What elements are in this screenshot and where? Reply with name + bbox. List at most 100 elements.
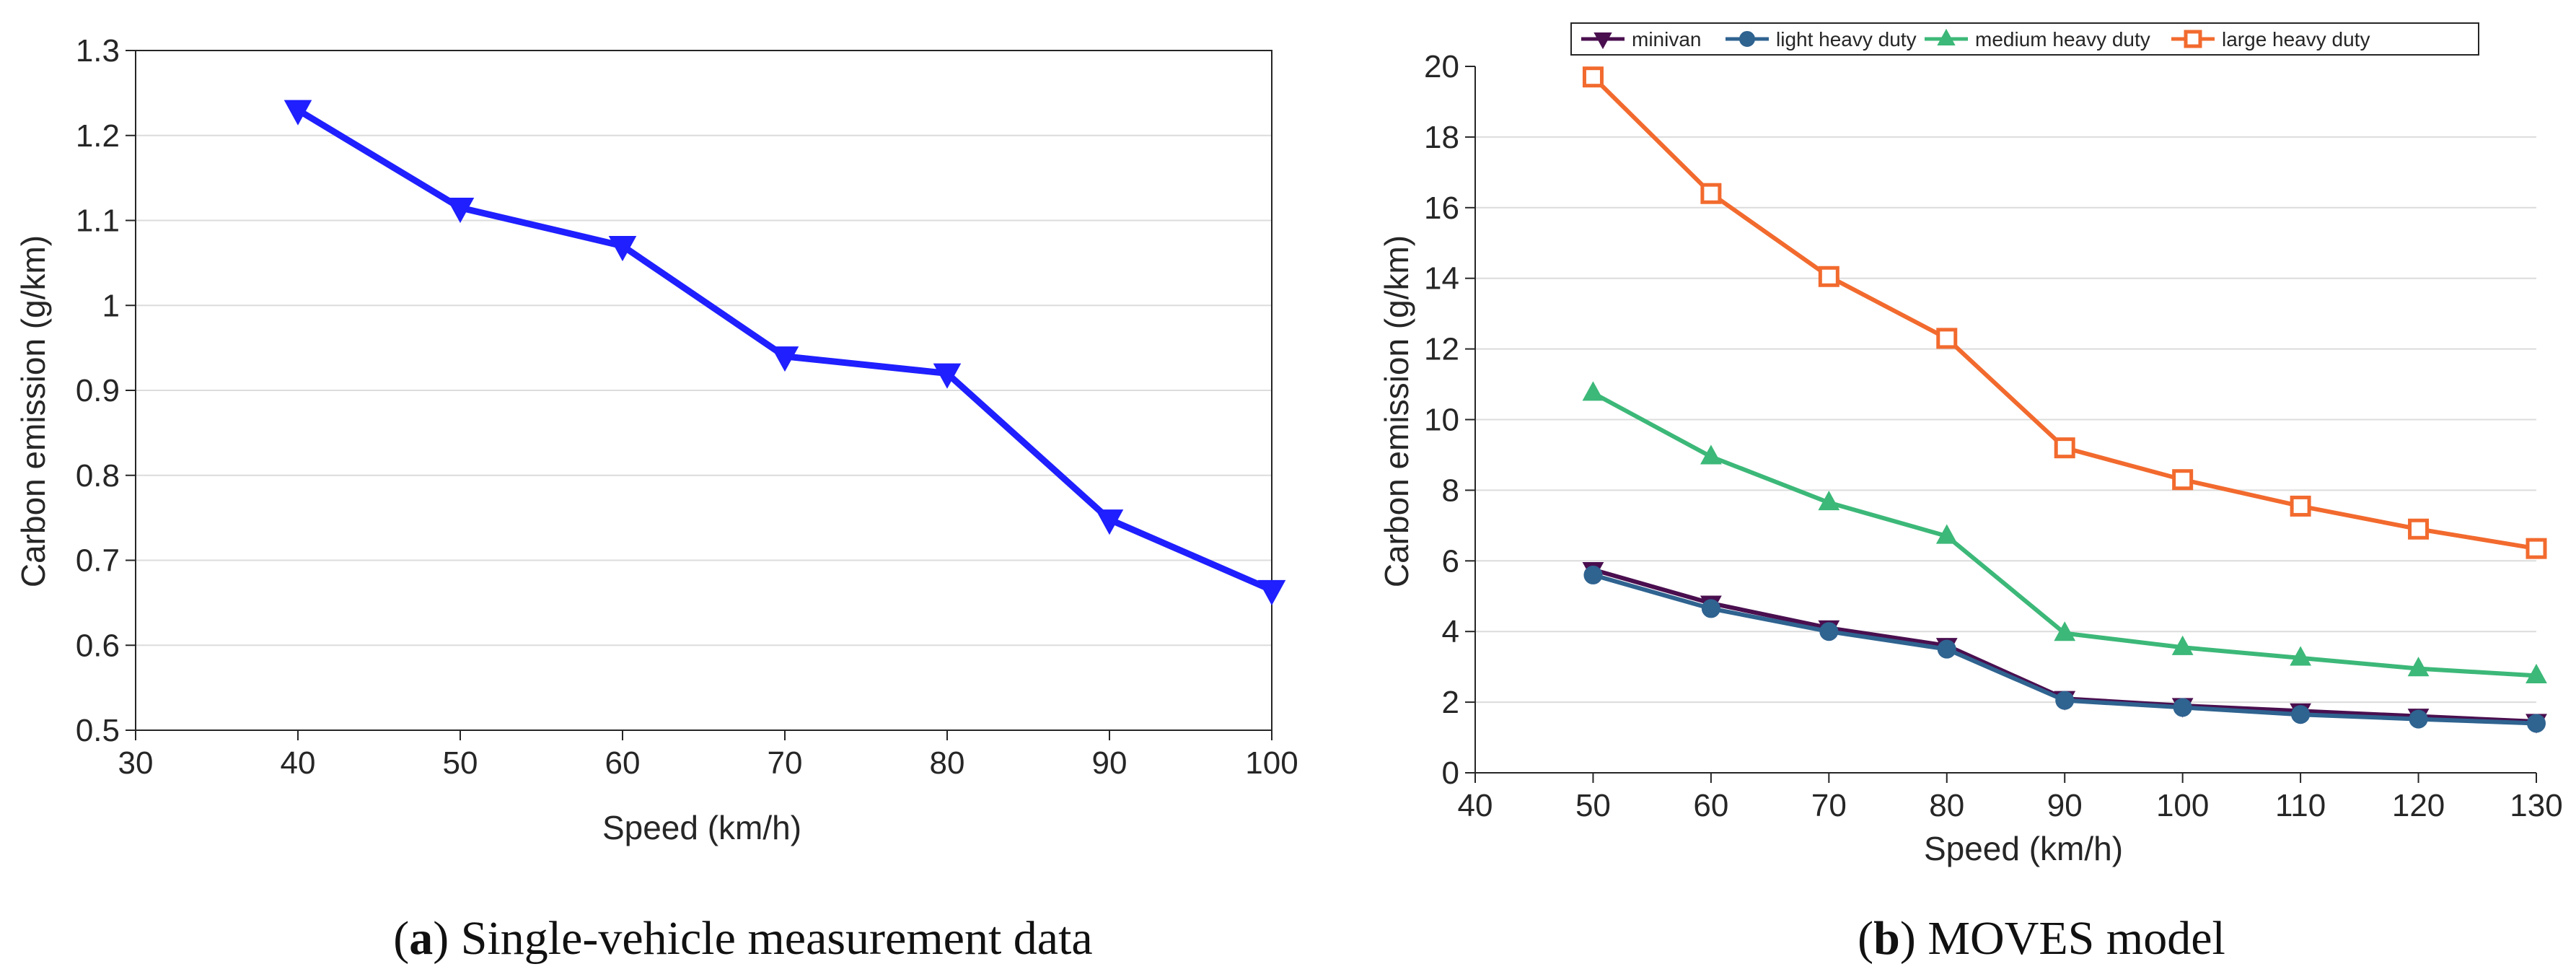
panel-b-y-axis-label: Carbon emission (g/km) (1378, 235, 1415, 587)
series-light-heavy-duty (1583, 565, 2546, 733)
panel-a-x-ticks: 30 40 50 60 70 80 90 100 (118, 730, 1298, 781)
data-point (2526, 538, 2547, 559)
y-tick-label: 16 (1424, 190, 1459, 226)
legend-item: minivan (1581, 28, 1701, 51)
x-tick-label: 130 (2510, 788, 2562, 823)
panel-a-x-axis-label: Speed (km/h) (602, 809, 801, 846)
series-medium-heavy-duty (1582, 381, 2547, 683)
x-tick-label: 70 (1811, 788, 1847, 823)
panel-a-chart: 30 40 50 60 70 80 90 100 0.5 0.6 0.7 0.8 0.9 1 1.1 1.2… (14, 33, 1298, 846)
panel-b-series (1582, 66, 2547, 734)
legend-label: medium heavy duty (1975, 28, 2150, 51)
data-point (933, 363, 962, 389)
x-tick-label: 80 (930, 745, 965, 781)
panel-a-series (283, 100, 1286, 605)
x-tick-label: 50 (1575, 788, 1611, 823)
x-tick-label: 100 (2156, 788, 2209, 823)
data-point (1700, 183, 1722, 204)
y-tick-label: 10 (1424, 403, 1459, 438)
x-tick-label: 60 (605, 745, 641, 781)
legend-box (1570, 22, 2479, 56)
x-tick-label: 100 (1245, 745, 1298, 781)
y-tick-label: 1 (102, 288, 120, 323)
data-point (446, 198, 475, 224)
y-tick-label: 0.6 (76, 628, 120, 663)
legend-swatch-marker (1937, 28, 1956, 45)
panel-b-caption: (b) MOVES model (1858, 912, 2225, 965)
data-point (1818, 491, 1840, 511)
data-point (2527, 714, 2546, 733)
y-tick-label: 2 (1442, 685, 1459, 720)
panel-a-caption-letter: a (409, 912, 433, 965)
panel-a-gridlines (136, 134, 1272, 647)
y-tick-label: 0.7 (76, 543, 120, 579)
data-point (1583, 565, 1603, 584)
data-point (2408, 518, 2430, 540)
series-measurement (283, 100, 1286, 605)
data-point (2054, 437, 2075, 459)
x-tick-label: 110 (2275, 788, 2326, 823)
data-point (2407, 657, 2430, 677)
data-point (2173, 698, 2192, 717)
y-tick-label: 20 (1424, 49, 1459, 84)
series-large-heavy-duty (1582, 66, 2547, 559)
data-point (770, 346, 799, 372)
legend-item: light heavy duty (1726, 28, 1917, 51)
data-point (1582, 66, 1604, 88)
data-point (2171, 635, 2194, 655)
panel-b-caption-letter: b (1873, 912, 1900, 965)
data-point (2054, 621, 2076, 641)
y-tick-label: 4 (1442, 614, 1459, 649)
legend-item: large heavy duty (2171, 28, 2370, 51)
legend-label: large heavy duty (2222, 28, 2370, 51)
data-point (1935, 524, 1958, 544)
panel-a-caption: (a) Single-vehicle measurement data (393, 912, 1092, 965)
data-point (2409, 709, 2428, 729)
legend-label: minivan (1632, 28, 1701, 51)
legend-swatch-marker (1739, 31, 1755, 47)
panel-b-legend: minivan light heavy duty medium heavy duty… (1570, 22, 2479, 56)
x-tick-label: 40 (281, 745, 316, 781)
data-point (2526, 663, 2547, 683)
y-tick-label: 0.5 (76, 713, 120, 748)
data-point (2291, 705, 2311, 724)
data-point (2290, 646, 2312, 666)
data-point (1936, 328, 1958, 349)
data-point (2290, 495, 2311, 517)
y-tick-label: 8 (1442, 473, 1459, 508)
data-point (1937, 639, 1956, 659)
data-point (1818, 266, 1839, 287)
data-point (2055, 691, 2075, 710)
data-point (608, 236, 637, 262)
x-tick-label: 120 (2392, 788, 2445, 823)
y-tick-label: 0.8 (76, 458, 120, 494)
x-tick-label: 90 (2047, 788, 2083, 823)
x-tick-label: 80 (1929, 788, 1964, 823)
y-tick-label: 0.9 (76, 373, 120, 408)
legend-swatch-marker (2184, 30, 2202, 48)
data-point (1701, 599, 1720, 618)
x-tick-label: 70 (768, 745, 803, 781)
y-tick-label: 14 (1424, 261, 1459, 297)
x-tick-label: 60 (1693, 788, 1728, 823)
y-tick-label: 12 (1424, 332, 1459, 367)
panel-b-y-ticks: 0 2 4 6 8 10 12 14 16 18 20 (1424, 49, 1476, 791)
y-tick-label: 18 (1424, 120, 1459, 155)
y-tick-label: 1.2 (76, 118, 120, 154)
data-point (1819, 622, 1839, 641)
data-point (2172, 469, 2194, 491)
data-point (1095, 509, 1124, 535)
panel-b-caption-text: MOVES model (1927, 912, 2225, 965)
x-tick-label: 90 (1092, 745, 1127, 781)
data-point (1700, 444, 1722, 465)
panel-a-y-ticks: 0.5 0.6 0.7 0.8 0.9 1 1.1 1.2 1.3 (76, 33, 136, 748)
panel-b-x-axis-label: Speed (km/h) (1924, 830, 2123, 867)
x-tick-label: 50 (443, 745, 478, 781)
legend-label: light heavy duty (1776, 28, 1917, 51)
legend-swatch-marker (1593, 32, 1612, 50)
y-tick-label: 1.3 (76, 33, 120, 69)
data-point (283, 100, 312, 126)
panel-b-x-ticks: 40 50 60 70 80 90 100 110 120 130 (1458, 772, 2563, 823)
